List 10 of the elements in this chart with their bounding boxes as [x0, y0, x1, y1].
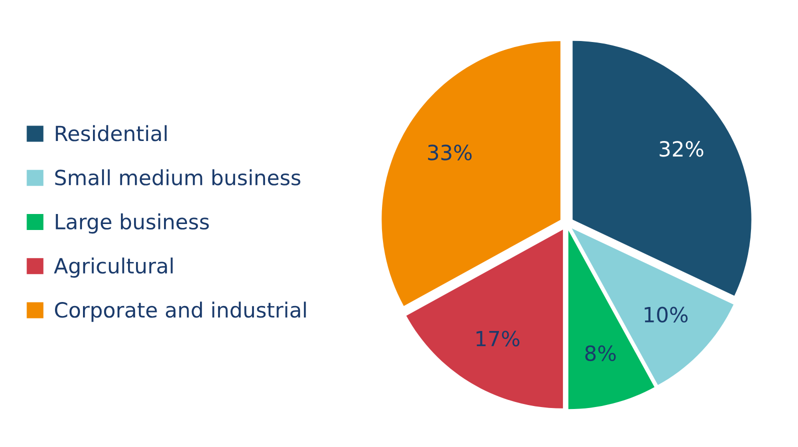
data-label: 10% [644, 306, 688, 323]
legend-label: Residential [56, 125, 167, 142]
legend-label: Corporate and industrial [54, 302, 306, 322]
legend-label: Agricultural [54, 258, 173, 278]
legend-label: Large business [56, 213, 209, 234]
legend-label: Small medium business [55, 169, 300, 186]
data-label: 8% [585, 345, 616, 362]
data-label: 33% [428, 144, 472, 160]
data-label: 17% [476, 330, 520, 346]
data-label: 32% [660, 140, 704, 157]
